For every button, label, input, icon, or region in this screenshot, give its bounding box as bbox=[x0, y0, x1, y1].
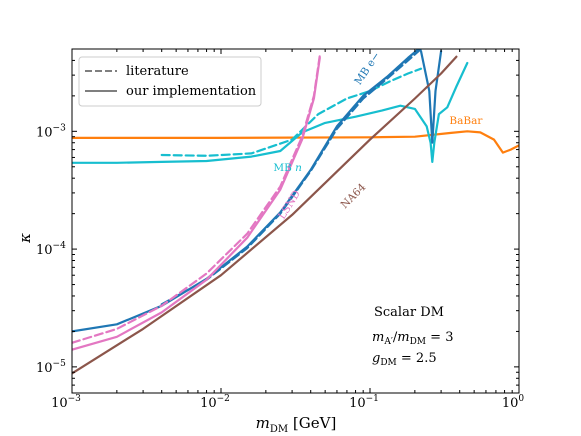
annotation-coupling: gDM = 2.5 bbox=[372, 351, 437, 368]
legend-label-implementation: our implementation bbox=[126, 84, 257, 99]
ticks-layer: 10−3 10−2 10−1 100 10−5 10−4 10−3 bbox=[36, 48, 525, 411]
series-mb_n-dashed-2 bbox=[160, 67, 423, 157]
x-tick-label-0: 10−3 bbox=[51, 394, 81, 411]
series-lsnd-dashed-7 bbox=[72, 54, 321, 344]
y-tick-label-0: 10−5 bbox=[36, 359, 66, 376]
plot-frame bbox=[71, 48, 520, 394]
series-mb_n-solid-1 bbox=[72, 61, 469, 164]
annotation-model: Scalar DM bbox=[374, 305, 444, 320]
series-babar-solid-0 bbox=[72, 130, 519, 154]
series-mb_e-solid-5 bbox=[419, 50, 443, 144]
annotation: Scalar DM mA′/mDM = 3 gDM = 2.5 bbox=[372, 305, 453, 368]
label-mb_n: MB n bbox=[273, 162, 302, 174]
legend: literature our implementation bbox=[78, 56, 262, 107]
series-mb_e-dashed-4 bbox=[160, 49, 423, 306]
series-layer bbox=[72, 49, 519, 375]
label-mb_e: MB e− bbox=[352, 50, 383, 87]
x-tick-label-1: 10−2 bbox=[200, 394, 230, 411]
y-tick-label-2: 10−3 bbox=[36, 123, 66, 140]
y-axis-label: κ bbox=[16, 233, 34, 244]
legend-label-literature: literature bbox=[126, 64, 189, 79]
label-na64: NA64 bbox=[339, 181, 369, 211]
label-babar: BaBar bbox=[449, 115, 483, 127]
x-tick-label-2: 10−1 bbox=[349, 394, 379, 411]
x-axis-label: mDM [GeV] bbox=[256, 414, 337, 435]
y-tick-label-1: 10−4 bbox=[36, 241, 66, 258]
x-tick-label-3: 100 bbox=[502, 394, 525, 411]
legend-box bbox=[78, 56, 262, 107]
series-na64-solid-8 bbox=[72, 55, 458, 375]
annotation-mass-ratio: mA′/mDM = 3 bbox=[372, 330, 453, 347]
